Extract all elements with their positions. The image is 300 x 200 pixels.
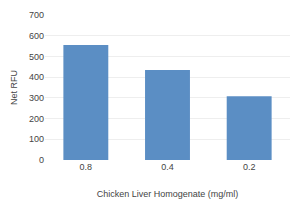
svg-text:500: 500 [29, 52, 44, 62]
svg-text:100: 100 [29, 134, 44, 144]
svg-text:Net RFU: Net RFU [9, 70, 19, 105]
svg-text:400: 400 [29, 72, 44, 82]
svg-text:0.8: 0.8 [80, 162, 93, 172]
svg-text:Chicken Liver Homogenate (mg/m: Chicken Liver Homogenate (mg/ml) [97, 189, 239, 199]
svg-text:200: 200 [29, 114, 44, 124]
svg-text:0.2: 0.2 [243, 162, 256, 172]
svg-text:0.4: 0.4 [161, 162, 174, 172]
svg-text:600: 600 [29, 31, 44, 41]
svg-text:300: 300 [29, 93, 44, 103]
svg-text:700: 700 [29, 10, 44, 20]
svg-text:0: 0 [39, 155, 44, 165]
